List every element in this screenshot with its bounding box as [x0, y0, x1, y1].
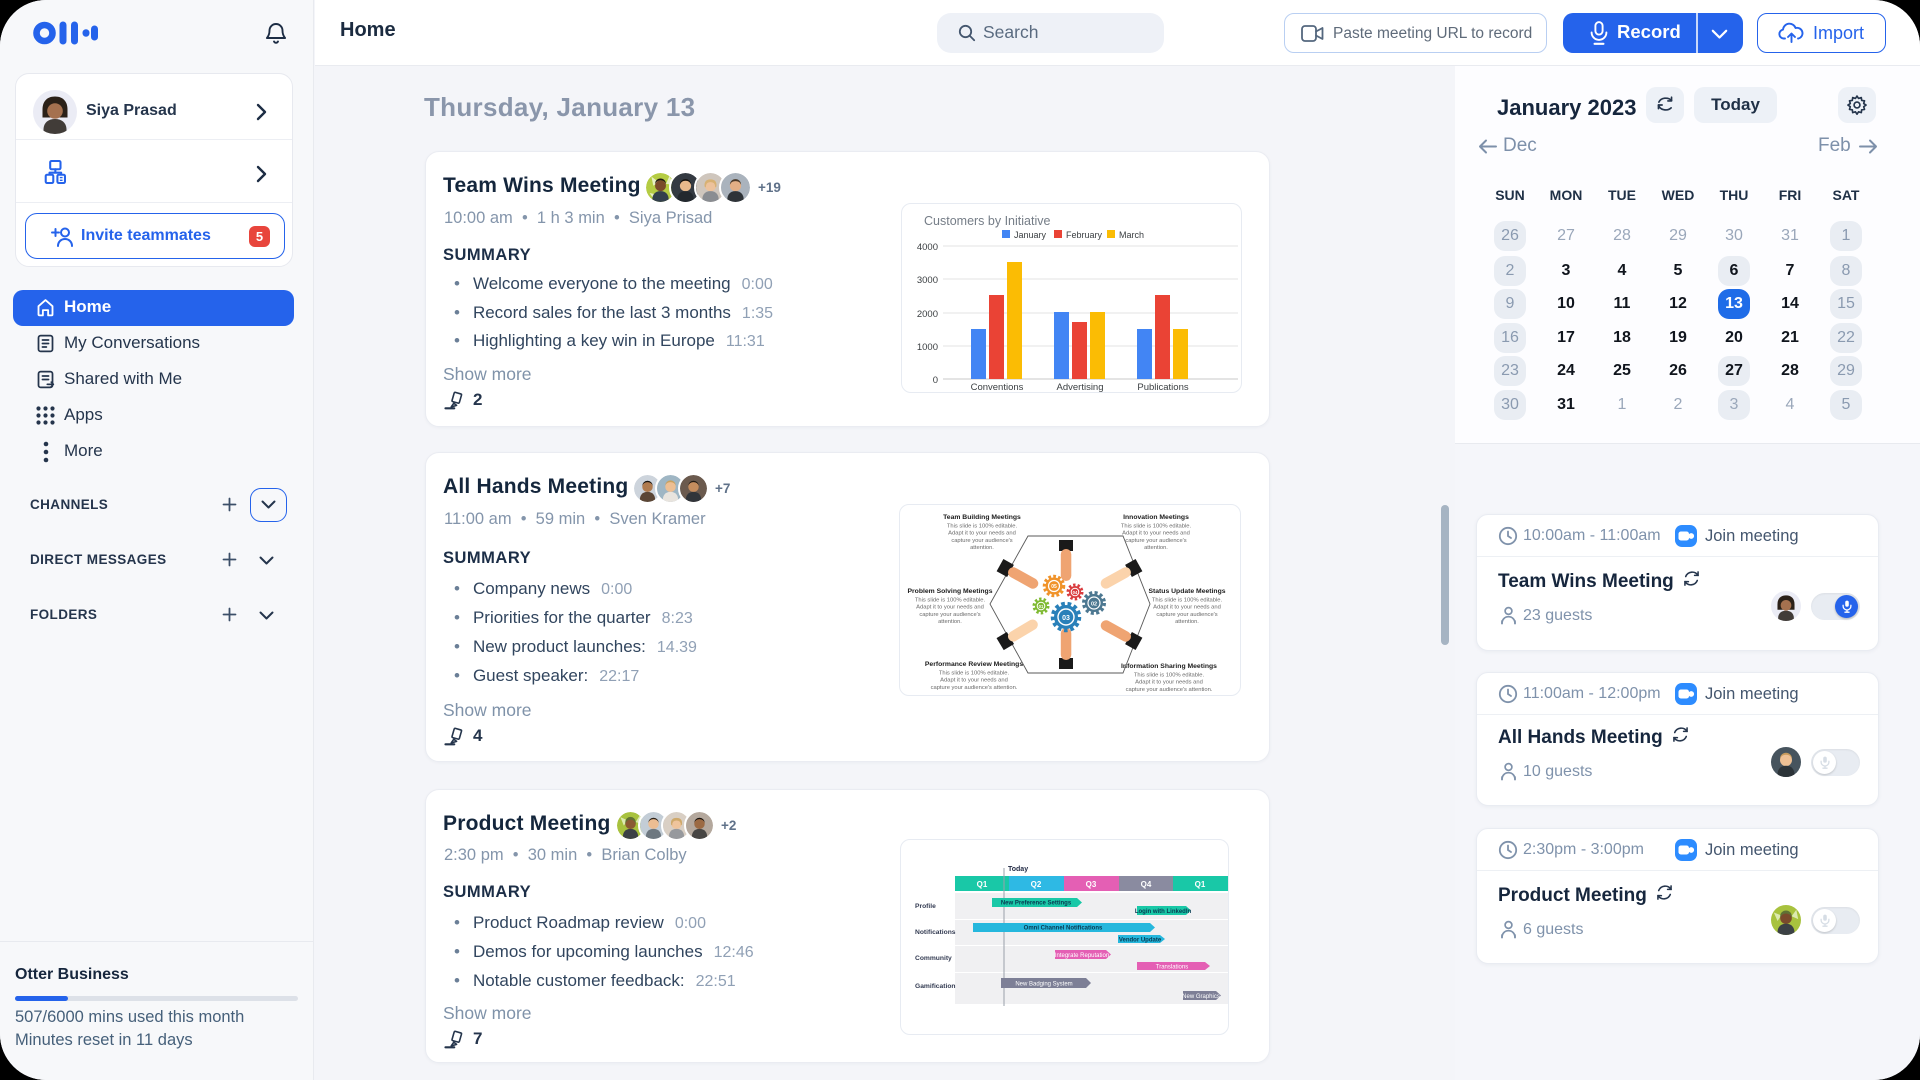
svg-text:capture your audience's attent: capture your audience's attention.	[1126, 687, 1213, 693]
svg-text:March: March	[1119, 230, 1144, 240]
svg-text:Gamification: Gamification	[915, 983, 956, 990]
svg-text:4000: 4000	[917, 242, 938, 253]
svg-text:Q1: Q1	[977, 880, 988, 889]
svg-text:February: February	[1066, 230, 1103, 240]
svg-text:This slide is 100% editable.: This slide is 100% editable.	[1152, 598, 1223, 604]
svg-text:Omni Channel Notifications: Omni Channel Notifications	[1024, 926, 1103, 932]
svg-text:capture your audience's: capture your audience's	[951, 538, 1012, 544]
svg-text:Community: Community	[915, 955, 952, 962]
svg-text:Q2: Q2	[1031, 880, 1042, 889]
svg-text:Notifications: Notifications	[915, 929, 956, 936]
svg-text:capture your audience's: capture your audience's	[1125, 538, 1186, 544]
svg-text:Performance Review Meetings: Performance Review Meetings	[925, 661, 1023, 668]
svg-text:04: 04	[1073, 590, 1078, 595]
svg-text:Publications: Publications	[1137, 382, 1188, 392]
svg-text:1000: 1000	[917, 342, 938, 353]
svg-text:Customers by Initiative: Customers by Initiative	[924, 214, 1050, 228]
svg-text:Adapt it to your needs and: Adapt it to your needs and	[1122, 531, 1190, 537]
svg-text:Login with LinkedIn: Login with LinkedIn	[1135, 909, 1192, 915]
svg-text:Translations: Translations	[1156, 964, 1188, 970]
svg-text:Q1: Q1	[1195, 880, 1206, 889]
svg-text:0: 0	[933, 375, 938, 386]
svg-text:Vendor Update: Vendor Update	[1119, 937, 1162, 943]
svg-text:This slide is 100% editable.: This slide is 100% editable.	[915, 598, 986, 604]
svg-text:02: 02	[1091, 602, 1097, 608]
svg-text:January: January	[1014, 230, 1047, 240]
svg-text:Status Update Meetings: Status Update Meetings	[1148, 588, 1225, 595]
svg-text:This slide is 100% editable.: This slide is 100% editable.	[1134, 673, 1205, 679]
svg-text:Innovation Meetings: Innovation Meetings	[1123, 514, 1189, 521]
svg-text:This slide is 100% editable.: This slide is 100% editable.	[1121, 524, 1192, 530]
svg-text:Advertising: Advertising	[1057, 382, 1104, 392]
svg-text:attention.: attention.	[938, 619, 962, 625]
svg-text:Q3: Q3	[1086, 880, 1097, 889]
svg-text:capture your audience's: capture your audience's	[919, 612, 980, 618]
svg-text:Team Building Meetings: Team Building Meetings	[943, 514, 1021, 521]
svg-text:Adapt it to your needs and: Adapt it to your needs and	[948, 531, 1016, 537]
svg-text:attention.: attention.	[1144, 545, 1168, 551]
svg-text:Adapt it to your needs and: Adapt it to your needs and	[1153, 605, 1221, 611]
svg-text:01: 01	[1039, 604, 1044, 609]
svg-text:Adapt it to your needs and: Adapt it to your needs and	[1135, 680, 1203, 686]
svg-text:This slide is 100% editable.: This slide is 100% editable.	[947, 524, 1018, 530]
svg-text:New Graphics: New Graphics	[1182, 994, 1220, 1000]
svg-text:Adapt it to your needs and: Adapt it to your needs and	[940, 678, 1008, 684]
svg-text:New Preference Settings: New Preference Settings	[1001, 901, 1072, 907]
svg-text:Problem Solving Meetings: Problem Solving Meetings	[908, 588, 993, 595]
svg-text:2000: 2000	[917, 309, 938, 320]
svg-text:Adapt it to your needs and: Adapt it to your needs and	[916, 605, 984, 611]
svg-text:05: 05	[1051, 584, 1057, 590]
svg-text:This slide is 100% editable.: This slide is 100% editable.	[939, 671, 1010, 677]
svg-text:New Badging System: New Badging System	[1015, 981, 1072, 987]
svg-text:Information Sharing Meetings: Information Sharing Meetings	[1121, 663, 1217, 670]
svg-text:Q4: Q4	[1141, 880, 1152, 889]
svg-text:attention.: attention.	[1175, 619, 1199, 625]
svg-text:Conventions: Conventions	[971, 382, 1024, 392]
svg-text:capture your audience's attent: capture your audience's attention.	[931, 685, 1018, 691]
svg-text:03: 03	[1062, 615, 1070, 622]
svg-text:Integrate Reputation: Integrate Reputation	[1055, 953, 1109, 959]
svg-text:attention.: attention.	[970, 545, 994, 551]
svg-text:Today: Today	[1008, 866, 1028, 873]
svg-text:capture your audience's: capture your audience's	[1156, 612, 1217, 618]
svg-text:3000: 3000	[917, 275, 938, 286]
svg-text:Profile: Profile	[915, 903, 936, 910]
